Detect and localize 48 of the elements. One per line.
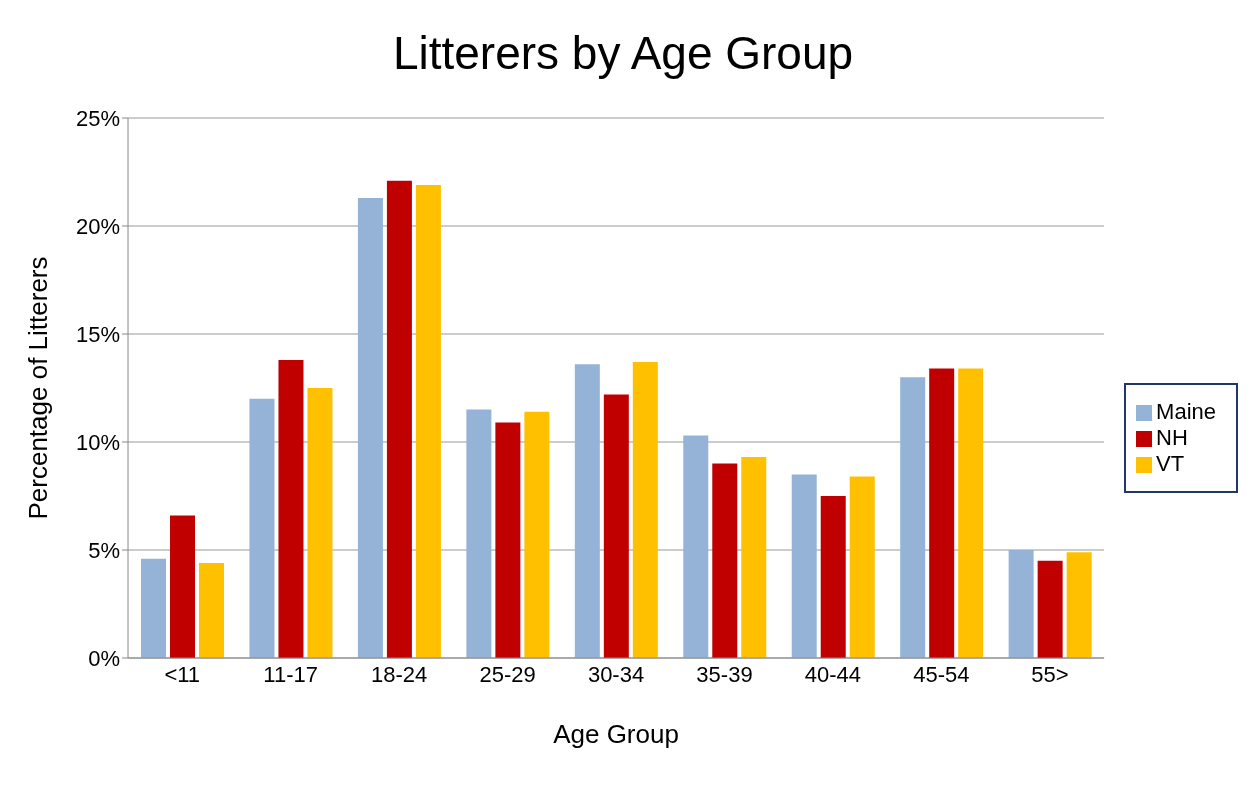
bar [1008,550,1034,658]
x-tick-label: 25-29 [479,661,536,687]
bar [415,184,441,658]
y-tick-label: 0% [88,645,120,671]
x-tick-label: 35-39 [696,661,753,687]
legend-label: VT [1156,451,1185,476]
bar [199,562,225,658]
bar [958,368,984,658]
y-tick-label: 25% [75,105,120,131]
x-tick-label: 30-34 [587,661,645,687]
bar [820,496,846,658]
bar [929,368,955,658]
bar [574,364,600,658]
bar [357,197,383,658]
x-tick-label: 55> [1031,661,1069,687]
bar [524,411,550,658]
bar [849,476,875,658]
bar [1037,560,1063,658]
bar [683,435,709,658]
x-tick-label: 40-44 [804,661,862,687]
chart-title: Litterers by Age Group [391,26,855,81]
y-axis-title: Percentage of Litterers [23,256,54,520]
bar [307,388,333,658]
bar [603,394,629,658]
x-tick-label: 18-24 [370,661,428,687]
y-tick-label: 15% [75,321,120,347]
bar [386,180,412,658]
x-tick-label: <11 [164,661,201,687]
bar [1066,552,1092,658]
bar [712,463,738,658]
legend-label: NH [1156,425,1188,450]
bar [466,409,492,658]
y-tick-label: 20% [75,213,120,239]
bar [900,377,926,658]
x-tick-label: 45-54 [913,661,970,687]
bar [741,457,767,658]
y-tick-label: 10% [75,429,120,455]
y-tick-label: 5% [88,537,120,563]
bar [249,398,275,658]
bar [495,422,521,658]
bar [278,359,304,658]
bar [170,515,196,658]
bar [632,362,658,658]
legend-label: Maine [1156,399,1216,424]
bar [791,474,817,658]
bar [141,558,167,658]
x-tick-label: 11-17 [263,661,318,687]
x-axis-title: Age Group [553,719,679,749]
